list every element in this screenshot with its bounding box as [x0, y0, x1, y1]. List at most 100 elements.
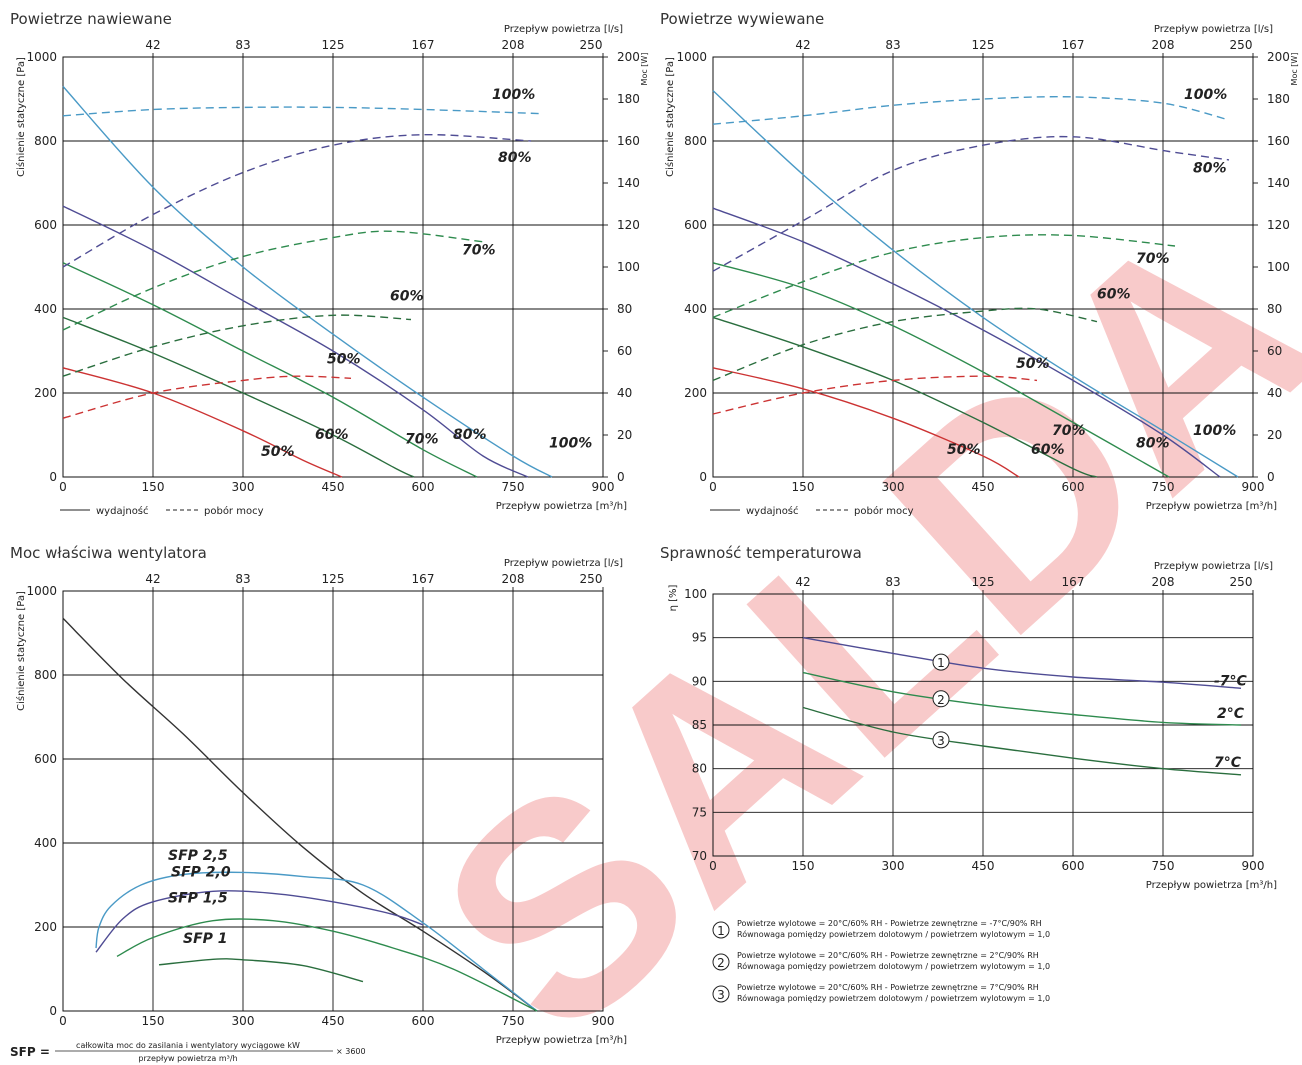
note-line-2: Równowaga pomiędzy powietrzem dolotowym … [737, 961, 1050, 971]
y2-tick-label: 40 [1267, 386, 1282, 400]
chart-panel-4: Sprawność temperaturowa 0 150 300 450 600 750 9… [660, 544, 1277, 1003]
series-marker-circle [932, 690, 950, 708]
series-line-pressure-50 [712, 367, 1020, 478]
series-label: 60% [1097, 287, 1131, 303]
series-label: 70% [1136, 251, 1170, 267]
y-tick-label: 200 [684, 386, 707, 400]
series-label: 60% [315, 427, 349, 443]
y2-tick-label: 40 [617, 386, 632, 400]
y-tick-label: 75 [692, 805, 707, 819]
series-label: SFP 2,5 [168, 848, 228, 864]
note-line-1: Powietrze wylotowe = 20°C/60% RH - Powie… [737, 919, 1042, 928]
x-tick-label: 0 [59, 1014, 67, 1028]
x-tick-label: 900 [1242, 859, 1265, 873]
x-tick-label: 750 [1152, 859, 1175, 873]
note-marker-circle [712, 953, 730, 971]
y-tick-label: 600 [34, 752, 57, 766]
chart-title: Sprawność temperaturowa [660, 544, 862, 562]
x2-axis-title: Przepływ powietrza [l/s] [504, 558, 623, 569]
series-line-boundary-boundary [62, 617, 538, 1012]
x2-tick-label: 42 [795, 575, 810, 589]
x-tick-label: 450 [322, 480, 345, 494]
x-tick-label: 750 [502, 1014, 525, 1028]
series-label: 100% [492, 87, 535, 103]
x-tick-label: 450 [322, 1014, 345, 1028]
y2-tick-label: 20 [617, 428, 632, 442]
series-label: 70% [405, 431, 439, 447]
series-line-power-80 [62, 133, 532, 268]
y2-axis-title: Moc [W] [640, 53, 649, 86]
chart-title: Powietrze nawiewane [10, 10, 172, 28]
y-tick-label: 800 [34, 134, 57, 148]
series-label: 100% [549, 436, 592, 452]
x-tick-label: 900 [592, 480, 615, 494]
x-tick-label: 150 [792, 480, 815, 494]
note-marker-circle [712, 985, 730, 1003]
y-axis-title: Ciśnienie statyczne [Pa] [15, 57, 27, 177]
series-label: 80% [1136, 436, 1170, 452]
x2-tick-label: 250 [1230, 38, 1253, 52]
series-line-power-60 [62, 314, 412, 377]
y2-tick-label: 20 [1267, 428, 1282, 442]
x2-axis-title: Przepływ powietrza [l/s] [504, 24, 623, 35]
x2-tick-label: 167 [1062, 38, 1085, 52]
legend-solid-label: wydajność [746, 505, 799, 517]
series-line-pressure-80 [712, 207, 1221, 478]
y-axis-title: Ciśnienie statyczne [Pa] [664, 57, 676, 177]
x-tick-label: 150 [792, 859, 815, 873]
x-tick-label: 600 [412, 480, 435, 494]
formula-numerator: całkowita moc do zasilania i wentylatory… [76, 1041, 300, 1050]
y2-tick-label: 80 [617, 302, 632, 316]
formula-suffix: × 3600 [336, 1047, 366, 1056]
series-label: 60% [1031, 442, 1065, 458]
series-line-power-50 [62, 375, 352, 419]
y2-tick-label: 100 [1267, 260, 1290, 274]
series-label: 100% [1184, 87, 1227, 103]
y-axis-title: Ciśnienie statyczne [Pa] [15, 591, 27, 711]
chart-title: Powietrze wywiewane [660, 10, 824, 28]
legend-dashed-label: pobór mocy [854, 505, 914, 517]
y2-tick-label: 120 [1267, 218, 1290, 232]
series-label: 70% [462, 242, 496, 258]
series-label: SFP 1 [183, 931, 228, 947]
series-label: 80% [498, 150, 532, 166]
x-tick-label: 600 [1062, 859, 1085, 873]
note-line-2: Równowaga pomiędzy powietrzem dolotowym … [737, 993, 1050, 1003]
x-tick-label: 150 [142, 1014, 165, 1028]
series-label: 80% [453, 427, 487, 443]
formula-prefix: SFP = [10, 1045, 50, 1059]
y2-tick-label: 200 [617, 50, 640, 64]
series-line-sfp-SFP-1-5 [116, 918, 538, 1012]
x-tick-label: 300 [232, 480, 255, 494]
series-label: 50% [327, 352, 361, 368]
series-line-pressure-60 [712, 316, 1098, 478]
x2-tick-label: 42 [795, 38, 810, 52]
y-tick-label: 400 [34, 302, 57, 316]
x2-tick-label: 250 [580, 38, 603, 52]
x2-tick-label: 125 [322, 572, 345, 586]
y-tick-label: 0 [49, 1004, 57, 1018]
legend-dashed-label: pobór mocy [204, 505, 264, 517]
series-label: 50% [947, 442, 981, 458]
y2-axis-title: Moc [W] [1290, 53, 1299, 86]
x2-tick-label: 83 [235, 38, 250, 52]
x-tick-label: 300 [232, 1014, 255, 1028]
series-line-power-70 [62, 230, 484, 331]
x2-tick-label: 167 [412, 38, 435, 52]
series-line-curve-7-C [802, 706, 1242, 776]
series-label: 2°C [1217, 706, 1245, 722]
series-label: 70% [1052, 423, 1086, 439]
y2-tick-label: 0 [1267, 470, 1275, 484]
series-label: 50% [261, 444, 295, 460]
series-line-power-80 [712, 135, 1230, 272]
series-label: 7°C [1214, 755, 1242, 771]
x2-tick-label: 208 [1152, 38, 1175, 52]
y-tick-label: 0 [49, 470, 57, 484]
x-axis-title: Przepływ powietrza [m³/h] [496, 501, 627, 512]
series-label: 50% [1016, 356, 1050, 372]
series-label: 80% [1193, 161, 1227, 177]
x-tick-label: 900 [592, 1014, 615, 1028]
series-line-pressure-70 [62, 262, 478, 478]
